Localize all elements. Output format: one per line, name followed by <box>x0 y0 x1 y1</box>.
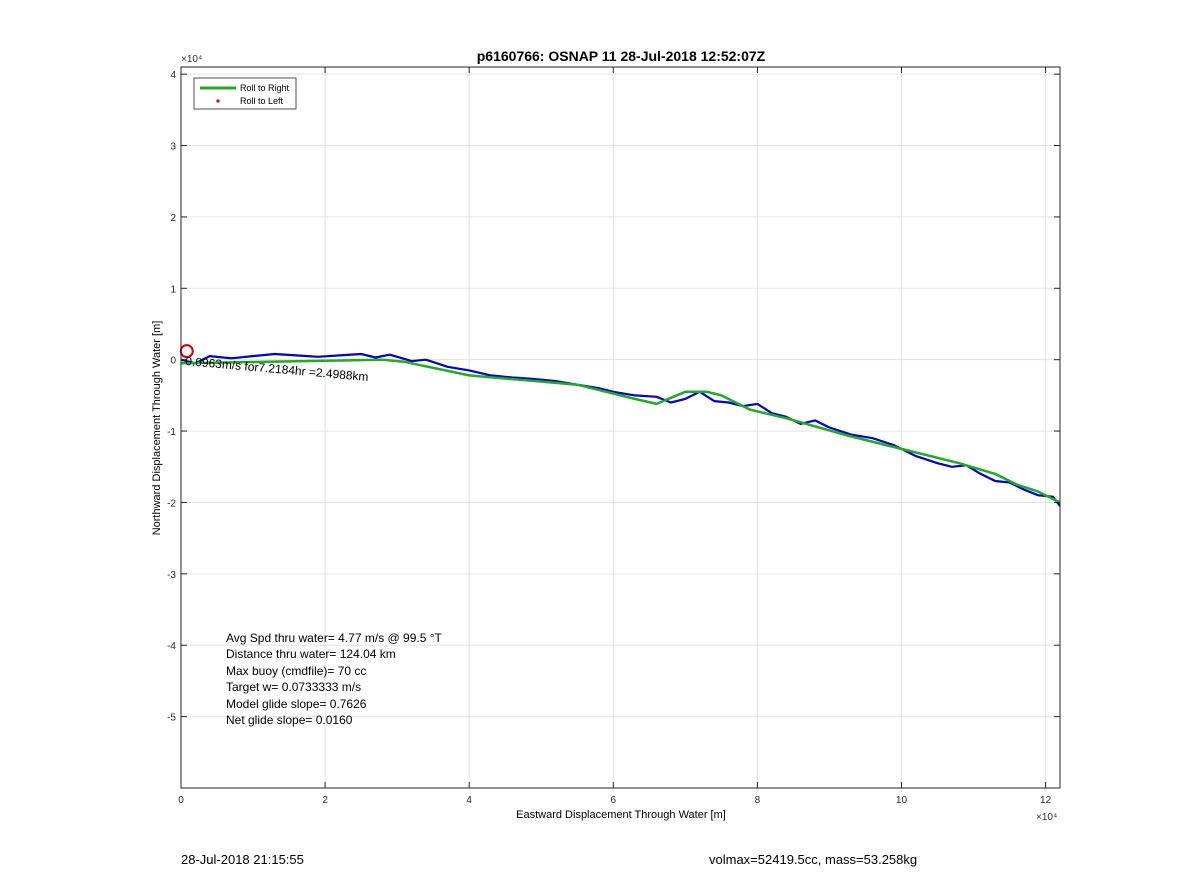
stat-model-glide: Model glide slope= 0.7626 <box>226 697 367 711</box>
x-tick-label: 0 <box>178 795 184 806</box>
footer-info: volmax=52419.5cc, mass=53.258kg <box>709 852 918 867</box>
x-axis-label: Eastward Displacement Through Water [m] <box>516 809 726 821</box>
y-tick-label: -2 <box>167 498 176 509</box>
axes-box <box>180 66 1061 789</box>
legend-swatch-roll-left <box>216 99 220 103</box>
x-tick-label: 2 <box>322 795 328 806</box>
y-tick-label: 2 <box>170 213 176 224</box>
x-tick-label: 8 <box>755 795 761 806</box>
legend: Roll to Right Roll to Left <box>193 77 297 110</box>
stat-net-glide: Net glide slope= 0.0160 <box>226 713 353 727</box>
grid-lines <box>180 67 1060 788</box>
legend-label-roll-right: Roll to Right <box>240 83 290 93</box>
x-axis-exponent: ×10⁴ <box>1036 812 1057 823</box>
y-tick-label: -1 <box>167 427 176 438</box>
series-line-roll-to-right <box>180 358 1061 504</box>
y-tick-label: 0 <box>170 356 176 367</box>
x-tick-label: 12 <box>1040 795 1052 806</box>
y-axis-label: Northward Displacement Through Water [m] <box>151 321 163 536</box>
y-tick-label: -3 <box>167 570 176 581</box>
x-tick-label: 10 <box>896 795 908 806</box>
y-tick-label: -5 <box>167 713 176 724</box>
y-tick-label: 3 <box>170 142 176 153</box>
stat-distance: Distance thru water= 124.04 km <box>226 647 396 661</box>
legend-box <box>193 77 297 110</box>
y-tick-label: 4 <box>170 70 176 81</box>
series-line-track <box>180 352 1061 507</box>
stats-annotation: Avg Spd thru water= 4.77 m/s @ 99.5 °T D… <box>226 631 443 727</box>
plot-area <box>179 344 1061 507</box>
x-tick-label: 6 <box>611 795 617 806</box>
y-axis-exponent: ×10⁴ <box>181 54 202 65</box>
y-tick-label: -4 <box>167 641 176 652</box>
stat-avg-speed: Avg Spd thru water= 4.77 m/s @ 99.5 °T <box>226 631 443 645</box>
chart-title: p6160766: OSNAP 11 28-Jul-2018 12:52:07Z <box>477 48 766 64</box>
stat-target-w: Target w= 0.0733333 m/s <box>226 680 361 694</box>
footer-timestamp: 28-Jul-2018 21:15:55 <box>181 852 304 867</box>
x-tick-label: 4 <box>466 795 472 806</box>
stat-max-buoy: Max buoy (cmdfile)= 70 cc <box>226 664 366 678</box>
y-tick-label: 1 <box>170 284 176 295</box>
legend-label-roll-left: Roll to Left <box>240 96 284 106</box>
